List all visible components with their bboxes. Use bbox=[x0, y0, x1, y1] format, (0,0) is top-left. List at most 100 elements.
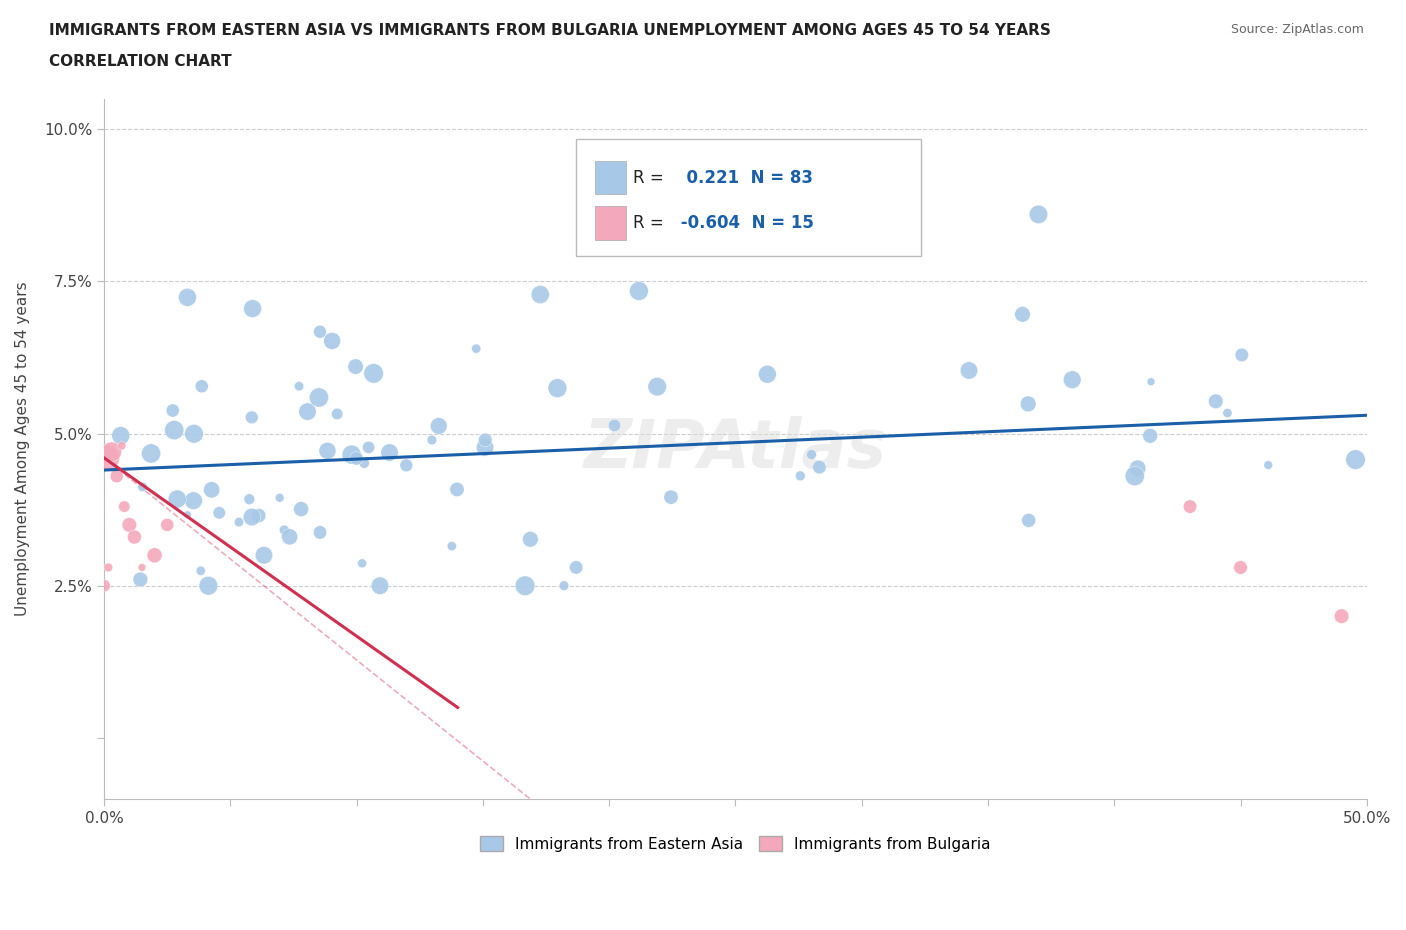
Point bbox=[446, 482, 468, 497]
Point bbox=[368, 578, 391, 593]
Legend: Immigrants from Eastern Asia, Immigrants from Bulgaria: Immigrants from Eastern Asia, Immigrants… bbox=[474, 830, 997, 857]
Point bbox=[546, 380, 568, 395]
Point bbox=[110, 428, 132, 443]
Point bbox=[427, 418, 450, 433]
Text: ZIPAtlas: ZIPAtlas bbox=[583, 416, 887, 482]
Text: Source: ZipAtlas.com: Source: ZipAtlas.com bbox=[1230, 23, 1364, 36]
Point bbox=[238, 492, 260, 507]
Point bbox=[529, 287, 551, 302]
Point bbox=[340, 447, 363, 462]
Point bbox=[131, 560, 153, 575]
Point bbox=[659, 490, 682, 505]
Point bbox=[143, 548, 166, 563]
Point bbox=[197, 578, 219, 593]
Point bbox=[176, 290, 198, 305]
Point bbox=[352, 556, 374, 571]
Point bbox=[344, 359, 367, 374]
Point bbox=[139, 446, 162, 461]
Point bbox=[513, 578, 536, 593]
Point bbox=[118, 517, 141, 532]
Point bbox=[1028, 207, 1050, 222]
Point bbox=[474, 432, 496, 447]
Point bbox=[297, 405, 319, 419]
Point bbox=[378, 445, 401, 460]
Point bbox=[240, 510, 263, 525]
Point bbox=[440, 538, 463, 553]
Point bbox=[1344, 452, 1367, 467]
Point bbox=[648, 232, 671, 246]
Point bbox=[124, 529, 146, 544]
Point bbox=[100, 445, 122, 459]
Text: CORRELATION CHART: CORRELATION CHART bbox=[49, 54, 232, 69]
Point bbox=[645, 379, 668, 394]
Point bbox=[808, 459, 831, 474]
Point bbox=[156, 517, 179, 532]
Point bbox=[553, 578, 575, 593]
Point bbox=[395, 458, 418, 472]
Point bbox=[800, 447, 823, 462]
Point bbox=[269, 490, 291, 505]
Point bbox=[105, 469, 128, 484]
Point bbox=[1230, 348, 1253, 363]
Point bbox=[1216, 405, 1239, 420]
Point bbox=[183, 493, 205, 508]
Point bbox=[1062, 372, 1084, 387]
Point bbox=[1257, 458, 1279, 472]
Point bbox=[474, 440, 496, 455]
Point bbox=[1140, 374, 1163, 389]
Point bbox=[273, 523, 295, 538]
Point bbox=[603, 418, 626, 432]
Point bbox=[321, 334, 343, 349]
Text: R =: R = bbox=[633, 168, 664, 187]
Point bbox=[309, 325, 332, 339]
Point bbox=[162, 403, 184, 418]
Point bbox=[756, 366, 779, 381]
Point bbox=[190, 564, 212, 578]
Point bbox=[957, 363, 980, 378]
Point bbox=[228, 514, 250, 529]
Point bbox=[316, 444, 339, 458]
Point bbox=[1011, 307, 1033, 322]
Text: 0.221  N = 83: 0.221 N = 83 bbox=[675, 168, 813, 187]
Point bbox=[166, 492, 188, 507]
Point bbox=[309, 525, 332, 539]
Point bbox=[129, 572, 152, 587]
Point bbox=[247, 508, 270, 523]
Point bbox=[253, 548, 276, 563]
Point bbox=[290, 501, 312, 516]
Point bbox=[112, 499, 135, 514]
Point bbox=[1126, 461, 1149, 476]
Point bbox=[208, 505, 231, 520]
Point bbox=[131, 479, 153, 494]
Point bbox=[420, 432, 443, 447]
Point bbox=[363, 365, 385, 380]
Point bbox=[1205, 394, 1227, 409]
Point bbox=[519, 532, 541, 547]
Point bbox=[1123, 469, 1146, 484]
Point bbox=[565, 560, 588, 575]
Point bbox=[1139, 429, 1161, 444]
Y-axis label: Unemployment Among Ages 45 to 54 years: Unemployment Among Ages 45 to 54 years bbox=[15, 282, 30, 616]
Point bbox=[96, 450, 118, 465]
Point bbox=[111, 438, 134, 453]
Point bbox=[93, 578, 115, 593]
Point bbox=[1017, 396, 1039, 411]
Text: IMMIGRANTS FROM EASTERN ASIA VS IMMIGRANTS FROM BULGARIA UNEMPLOYMENT AMONG AGES: IMMIGRANTS FROM EASTERN ASIA VS IMMIGRAN… bbox=[49, 23, 1052, 38]
Point bbox=[201, 483, 224, 498]
Point bbox=[353, 456, 375, 471]
Point bbox=[326, 406, 349, 421]
Point bbox=[240, 410, 263, 425]
Point bbox=[308, 390, 330, 405]
Point bbox=[278, 529, 301, 544]
Point bbox=[97, 560, 120, 575]
Text: R =: R = bbox=[633, 214, 664, 232]
Point bbox=[183, 426, 205, 441]
Point bbox=[1229, 560, 1251, 575]
Point bbox=[357, 440, 380, 455]
Point bbox=[176, 508, 198, 523]
Point bbox=[1018, 513, 1040, 528]
Point bbox=[1178, 499, 1201, 514]
Text: -0.604  N = 15: -0.604 N = 15 bbox=[675, 214, 814, 232]
Point bbox=[775, 177, 797, 192]
Point bbox=[1330, 609, 1353, 624]
